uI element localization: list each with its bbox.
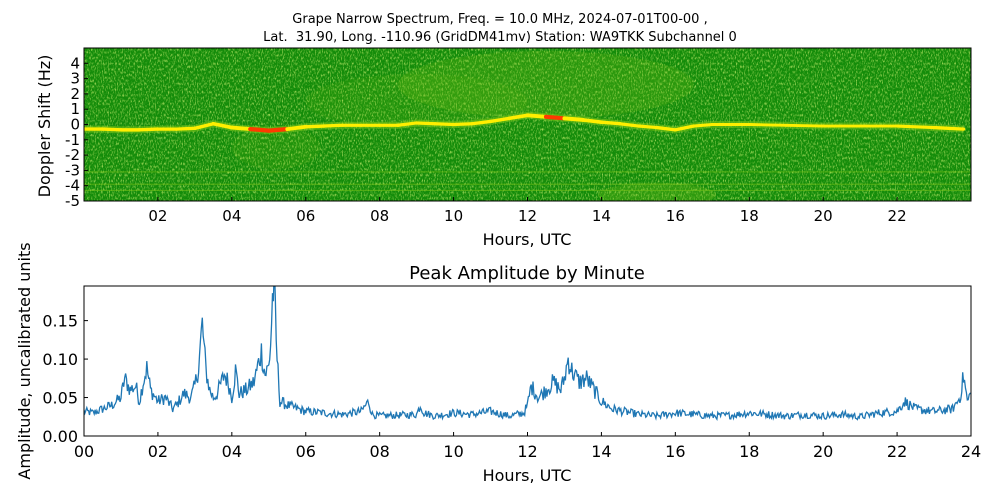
amp-x-tick-label: 02 [148, 442, 168, 461]
carrier-segment [248, 126, 271, 133]
carrier-segment [211, 121, 234, 130]
spec-y-tick-label: -5 [65, 192, 80, 210]
spec-y-tick-label: 3 [70, 70, 80, 88]
spec-y-tick-label: -3 [65, 161, 80, 179]
carrier-segment [451, 122, 474, 127]
carrier-segment [655, 125, 677, 132]
diffuse-band-3 [231, 126, 321, 169]
spec-x-tick-label: 08 [370, 207, 389, 225]
carrier-trace [84, 111, 966, 135]
carrier-segment [193, 122, 216, 131]
spec-x-tick-label: 18 [740, 207, 759, 225]
amp-x-tick-label: 18 [739, 442, 759, 461]
amp-x-tick-label: 08 [369, 442, 389, 461]
amplitude-y-label: Amplitude, uncalibrated units [15, 242, 34, 479]
carrier-segment [673, 124, 696, 132]
amp-x-tick-label: 16 [665, 442, 685, 461]
spectrogram-diffuse-bands [231, 51, 716, 201]
spec-x-tick-label: 20 [814, 207, 833, 225]
amp-x-tick-label: 14 [591, 442, 611, 461]
carrier-segment [304, 124, 326, 129]
carrier-segment [100, 127, 123, 132]
carrier-segment [581, 118, 604, 125]
carrier-segment [636, 124, 659, 130]
spectrogram-interference-lines [84, 171, 971, 191]
spec-x-tick-label: 06 [296, 207, 315, 225]
spec-y-tick-label: -2 [65, 146, 80, 164]
amplitude-x-label: Hours, UTC [483, 466, 572, 485]
carrier-segment [470, 119, 493, 126]
spec-x-tick-label: 10 [444, 207, 463, 225]
carrier-segment [525, 113, 548, 119]
spec-y-tick-label: 4 [70, 54, 80, 72]
amp-y-tick-label: 0.10 [42, 350, 78, 369]
amp-x-tick-label: 04 [222, 442, 242, 461]
carrier-segment [414, 121, 437, 126]
carrier-segment [488, 116, 511, 124]
carrier-segment [932, 125, 966, 131]
amplitude-title: Peak Amplitude by Minute [409, 263, 645, 284]
carrier-segment [599, 120, 622, 126]
amp-y-tick-label: 0.15 [42, 312, 78, 331]
amp-x-tick-label: 22 [887, 442, 907, 461]
carrier-segment [285, 124, 308, 131]
carrier-segment [433, 122, 456, 127]
carrier-segment [747, 123, 788, 127]
carrier-segment [266, 126, 290, 133]
spec-x-tick-label: 16 [666, 207, 685, 225]
spec-y-tick-label: -1 [65, 131, 80, 149]
carrier-segment [543, 114, 567, 121]
carrier-segment [507, 113, 530, 121]
carrier-segment [229, 125, 253, 132]
figure-title-line-1: Grape Narrow Spectrum, Freq. = 10.0 MHz,… [292, 12, 708, 27]
spec-x-tick-label: 02 [148, 207, 167, 225]
diffuse-band-0 [398, 51, 694, 119]
spec-x-tick-label: 14 [592, 207, 611, 225]
amp-x-tick-label: 12 [517, 442, 537, 461]
spectrogram-y-label: Doppler Shift (Hz) [35, 55, 54, 198]
spec-y-tick-label: 0 [70, 116, 80, 134]
spectrogram-x-axis: 02 04 06 08 10 12 14 16 18 20 22 [148, 197, 907, 225]
amp-x-tick-label: 06 [296, 442, 316, 461]
carrier-segment [322, 123, 345, 128]
spectrogram-x-label: Hours, UTC [483, 230, 572, 249]
amp-x-tick-label: 24 [961, 442, 981, 461]
spec-y-tick-label: 1 [70, 100, 80, 118]
amplitude-x-axis: 00 02 04 06 08 10 12 14 16 18 20 22 24 [74, 432, 981, 461]
carrier-segment [784, 123, 825, 128]
carrier-segment [174, 126, 197, 131]
carrier-segment [618, 122, 640, 128]
diffuse-band-2 [597, 182, 716, 201]
carrier-segment [895, 124, 936, 130]
amp-y-tick-label: 0.00 [42, 427, 78, 446]
spec-x-tick-label: 12 [518, 207, 537, 225]
amp-x-tick-label: 10 [443, 442, 463, 461]
figure-title-line-2: Lat. 31.90, Long. -110.96 (GridDM41mv) S… [263, 30, 737, 45]
carrier-segment [137, 127, 160, 132]
amplitude-y-axis: 0.00 0.05 0.10 0.15 [42, 312, 88, 446]
amp-y-tick-label: 0.05 [42, 389, 78, 408]
amp-x-tick-label: 20 [813, 442, 833, 461]
amplitude-plot-area [84, 286, 971, 436]
amplitude-panel: Peak Amplitude by Minute 00 02 04 06 08 10 12 1… [15, 242, 981, 485]
carrier-segment [692, 122, 714, 128]
carrier-segment [396, 121, 419, 127]
spec-y-tick-label: -4 [65, 177, 80, 195]
amplitude-series-line [84, 286, 971, 422]
spec-x-tick-label: 04 [222, 207, 241, 225]
spec-x-tick-label: 22 [888, 207, 907, 225]
spec-y-tick-label: 2 [70, 85, 80, 103]
amp-x-tick-label: 00 [74, 442, 94, 461]
diffuse-band-1 [305, 74, 528, 130]
carrier-segment [562, 116, 585, 122]
